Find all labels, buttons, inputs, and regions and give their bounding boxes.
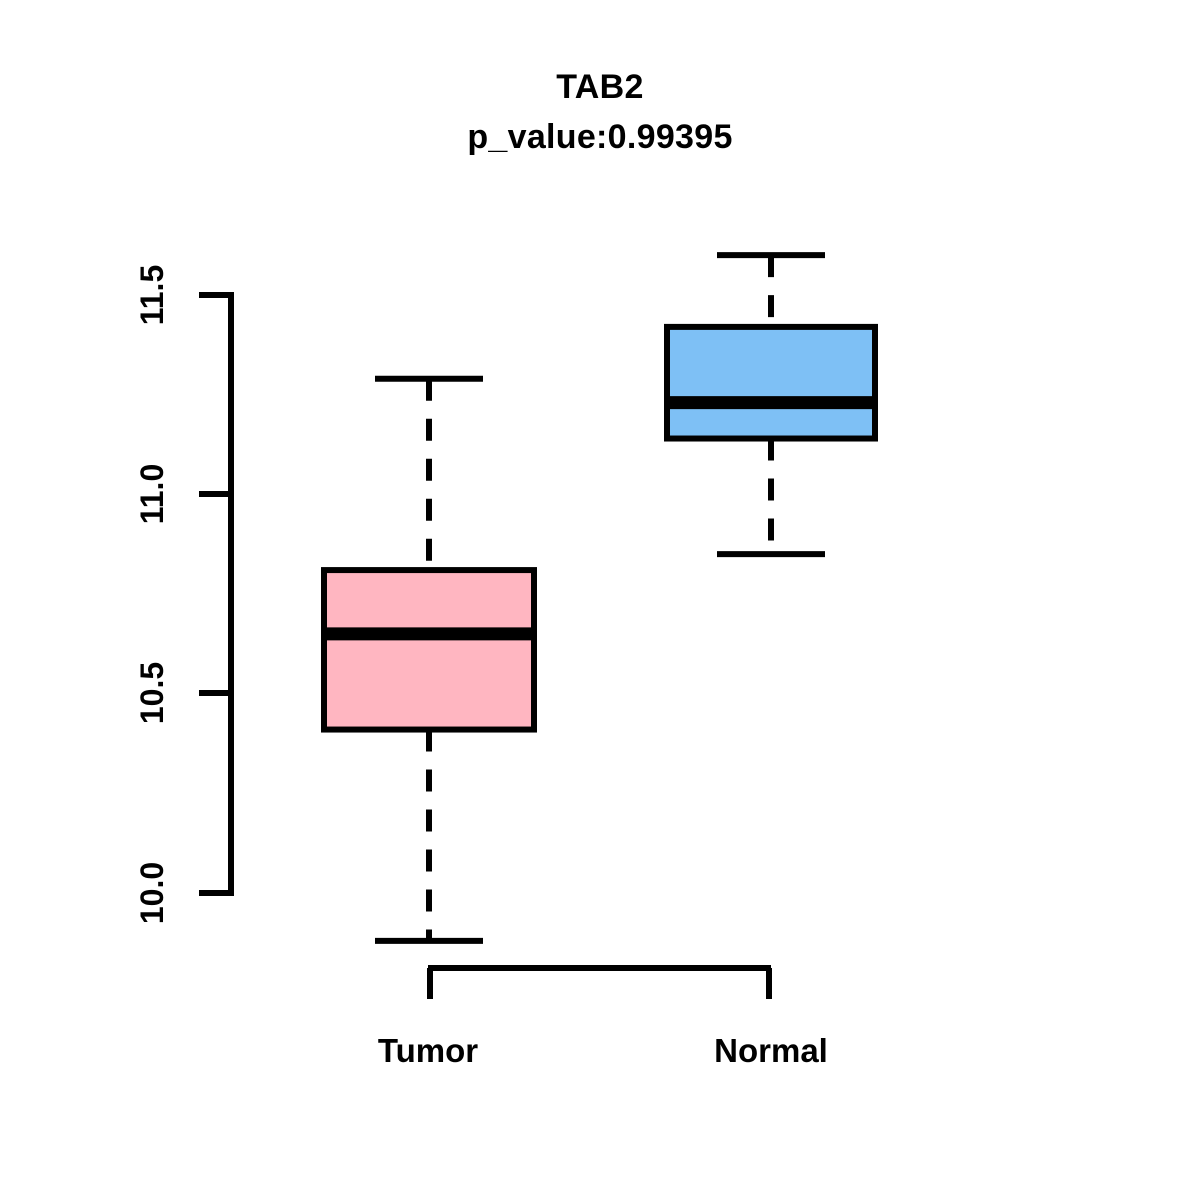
box-body-tumor[interactable] [321,567,537,733]
x-axis [427,965,772,999]
y-axis [199,292,234,896]
page-title: TAB2 [556,68,644,106]
box-normal[interactable] [664,252,878,558]
box-tumor[interactable] [321,375,537,944]
chart-subtitle-pvalue: p_value:0.99395 [467,118,733,156]
box-body-normal[interactable] [664,323,878,442]
x-tick-label-tumor: Tumor [377,1032,479,1069]
x-tick-label-normal: Normal [714,1032,828,1069]
